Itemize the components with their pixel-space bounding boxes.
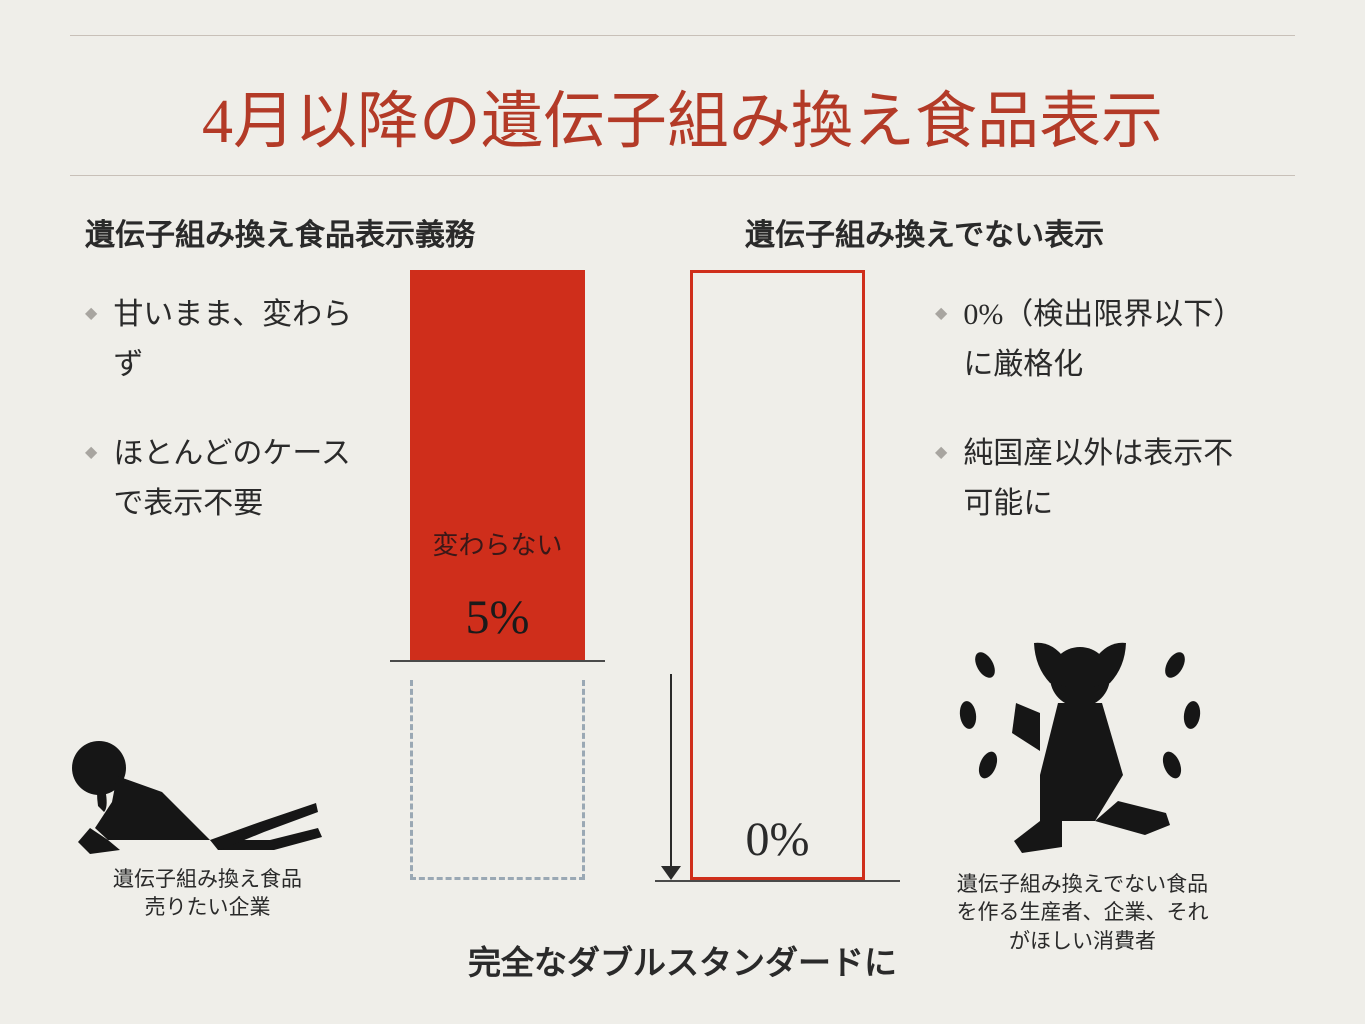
caption-line: を作る生産者、企業、それ bbox=[957, 900, 1209, 924]
diamond-icon: ◆ bbox=[935, 440, 947, 528]
bottom-caption: 完全なダブルスタンダードに bbox=[0, 936, 1365, 984]
bar-right-value: 0% bbox=[690, 812, 865, 867]
lying-person-icon bbox=[60, 710, 355, 860]
diamond-icon: ◆ bbox=[935, 301, 947, 389]
bullet-text: ほとんどのケースで表示不要 bbox=[113, 429, 365, 528]
list-item: ◆ ほとんどのケースで表示不要 bbox=[85, 429, 365, 528]
divider-bottom bbox=[70, 175, 1295, 176]
dashed-box bbox=[410, 680, 585, 880]
divider-top bbox=[70, 35, 1295, 36]
baseline-right bbox=[655, 880, 900, 882]
diamond-icon: ◆ bbox=[85, 440, 97, 528]
subtitle-right: 遺伝子組み換えでない表示 bbox=[745, 210, 1104, 254]
bar-left-value: 5% bbox=[410, 590, 585, 645]
list-item: ◆ 甘いまま、変わらず bbox=[85, 290, 365, 389]
caption-line: 売りたい企業 bbox=[145, 895, 271, 919]
arrow-down-icon bbox=[661, 674, 681, 880]
list-item: ◆ 0%（検出限界以下）に厳格化 bbox=[935, 290, 1255, 389]
baseline-left bbox=[390, 660, 605, 662]
bar-right bbox=[690, 270, 865, 880]
bullets-right: ◆ 0%（検出限界以下）に厳格化 ◆ 純国産以外は表示不可能に bbox=[935, 290, 1255, 568]
chart: 変わらない 5% 0% bbox=[390, 270, 910, 910]
bar-left-inner-label: 変わらない bbox=[410, 525, 585, 562]
caption-line: 遺伝子組み換え食品 bbox=[113, 867, 302, 891]
bullet-text: 甘いまま、変わらず bbox=[113, 290, 365, 389]
bullets-left: ◆ 甘いまま、変わらず ◆ ほとんどのケースで表示不要 bbox=[85, 290, 365, 568]
page-title: 4月以降の遺伝子組み換え食品表示 bbox=[0, 70, 1365, 160]
subtitle-left: 遺伝子組み換え食品表示義務 bbox=[85, 210, 475, 254]
icon-left-caption: 遺伝子組み換え食品 売りたい企業 bbox=[100, 865, 315, 922]
diamond-icon: ◆ bbox=[85, 301, 97, 389]
list-item: ◆ 純国産以外は表示不可能に bbox=[935, 429, 1255, 528]
bullet-text: 0%（検出限界以下）に厳格化 bbox=[963, 290, 1255, 389]
bullet-text: 純国産以外は表示不可能に bbox=[963, 429, 1255, 528]
distressed-person-icon bbox=[940, 625, 1220, 865]
caption-line: 遺伝子組み換えでない食品 bbox=[957, 872, 1208, 896]
